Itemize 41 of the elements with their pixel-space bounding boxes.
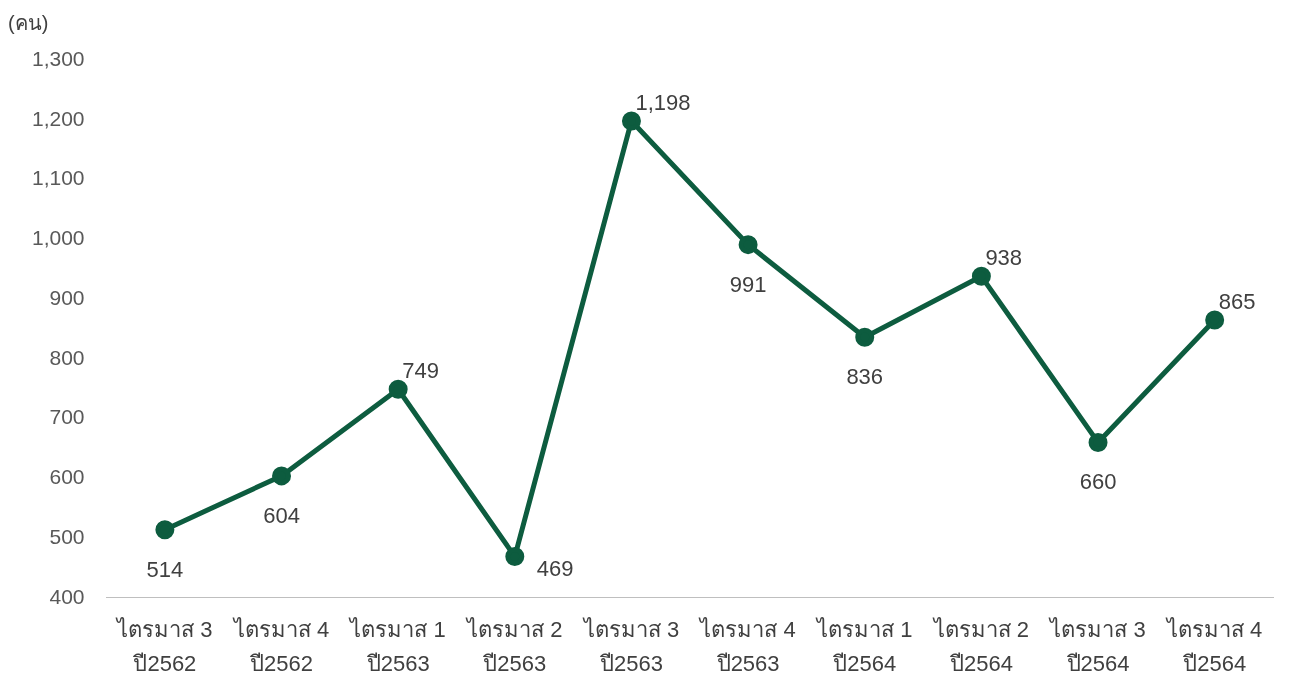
- data-label: 865: [1218, 289, 1256, 314]
- x-tick-label: ไตรมาส 1 ปี2563: [348, 616, 446, 677]
- x-tick-label: ไตรมาส 4 ปี2564: [1165, 616, 1263, 677]
- x-tick-label: ไตรมาส 2 ปี2563: [465, 616, 563, 677]
- y-tick-label: 1,100: [31, 166, 85, 190]
- data-label: 1,198: [635, 90, 691, 116]
- point: [272, 466, 292, 486]
- y-tick-label: 1,300: [31, 46, 85, 70]
- y-tick-label: 600: [49, 465, 85, 489]
- x-tick-label: ไตรมาส 3 ปี2562: [115, 616, 213, 677]
- x-tick-label: ไตรมาส 1 ปี2564: [815, 616, 913, 677]
- y-tick-label: 500: [49, 524, 85, 548]
- point: [855, 327, 875, 347]
- y-tick-label: 1,000: [31, 226, 85, 250]
- point: [1088, 432, 1108, 452]
- y-tick-label: 1,200: [31, 106, 85, 130]
- x-tick-label: ไตรมาส 4 ปี2563: [698, 616, 796, 677]
- y-tick-label: 400: [49, 584, 85, 608]
- data-label: 991: [729, 271, 767, 297]
- data-label: 836: [846, 364, 884, 390]
- point: [621, 111, 641, 131]
- x-tick-label: ไตรมาส 3 ปี2564: [1048, 616, 1146, 677]
- data-label: 660: [1079, 469, 1117, 495]
- y-tick-label: 900: [49, 285, 85, 309]
- data-label: 938: [985, 245, 1023, 271]
- y-tick-label: 700: [49, 405, 85, 429]
- data-label: 514: [146, 556, 184, 582]
- x-tick-label: ไตรมาส 4 ปี2562: [231, 616, 330, 677]
- point: [155, 520, 175, 540]
- x-tick-label: ไตรมาส 2 ปี2564: [931, 616, 1030, 677]
- x-tick-label: ไตรมาส 3 ปี2563: [581, 616, 680, 677]
- point: [388, 379, 408, 399]
- point: [738, 235, 758, 255]
- y-axis-title: (คน): [8, 11, 49, 34]
- point: [1205, 310, 1225, 330]
- y-tick-label: 800: [49, 345, 85, 369]
- point: [505, 547, 525, 567]
- data-label: 749: [402, 358, 439, 384]
- data-label: 469: [536, 555, 574, 581]
- data-label: 604: [263, 502, 300, 528]
- point: [971, 266, 991, 286]
